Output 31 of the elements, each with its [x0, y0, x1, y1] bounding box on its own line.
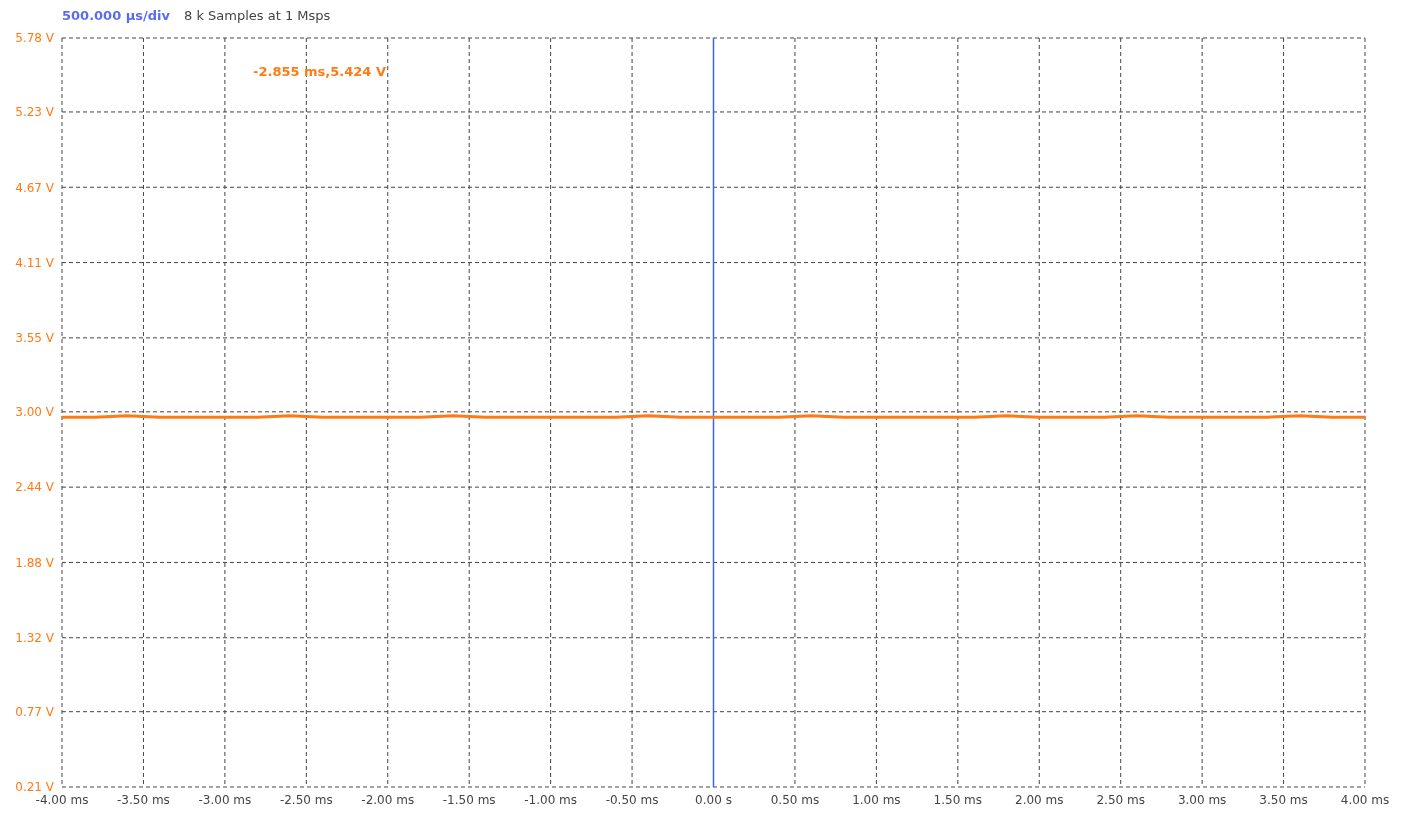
- y-tick-label: 1.32 V: [15, 631, 55, 645]
- chart-subtitle: 8 k Samples at 1 Msps: [184, 8, 331, 23]
- y-tick-label: 4.11 V: [15, 255, 55, 270]
- y-tick-label: 5.78 V: [15, 31, 55, 46]
- y-tick-label: 5.23 V: [15, 105, 55, 120]
- x-tick-label: -4.00 ms: [35, 792, 89, 807]
- x-tick-label: -3.50 ms: [117, 792, 170, 807]
- y-tick-label: 0.77 V: [15, 704, 55, 719]
- x-tick-label: 2.50 ms: [1096, 792, 1145, 807]
- chart-title: 500.000 µs/div: [62, 8, 171, 23]
- x-tick-label: 3.50 ms: [1259, 792, 1308, 807]
- x-tick-label: 2.00 ms: [1015, 792, 1064, 807]
- x-tick-label: 1.50 ms: [933, 792, 983, 807]
- x-tick-label: 1.00 ms: [852, 792, 901, 807]
- x-tick-label: -1.00 ms: [524, 792, 578, 807]
- x-tick-label: 0.50 ms: [770, 792, 820, 807]
- y-tick-label: 3.55 V: [15, 331, 55, 346]
- x-tick-label: -1.50 ms: [442, 792, 496, 807]
- x-tick-label: -2.50 ms: [279, 792, 333, 807]
- x-tick-label: -3.00 ms: [198, 792, 252, 807]
- x-tick-label: 3.00 ms: [1177, 792, 1227, 807]
- y-tick-label: 2.44 V: [15, 480, 55, 495]
- y-tick-label: 0.21 V: [15, 780, 55, 795]
- annotation: -2.855 ms,5.424 V: [253, 64, 386, 79]
- y-tick-label: 1.88 V: [15, 555, 55, 570]
- x-tick-label: -0.50 ms: [605, 792, 659, 807]
- x-tick-label: -2.00 ms: [361, 792, 415, 807]
- x-tick-label: 0.00 s: [695, 792, 732, 807]
- x-tick-label: 4.00 ms: [1340, 792, 1390, 807]
- y-tick-label: 4.67 V: [15, 180, 55, 195]
- y-tick-label: 3.00 V: [15, 405, 55, 420]
